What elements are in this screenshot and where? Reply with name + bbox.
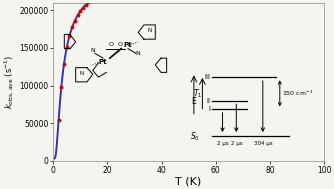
Point [67,34,72,37]
Point [83,3,89,6]
Point [64,46,69,49]
Point [86,1,91,4]
Point [89,0,94,2]
Y-axis label: $k_{\rm obs,\,ave}\ \rm (s^{-1})$: $k_{\rm obs,\,ave}\ \rm (s^{-1})$ [3,55,16,109]
Point [61,62,67,65]
Point [75,14,80,17]
Point [56,118,61,121]
X-axis label: T (K): T (K) [175,176,202,186]
Point [80,6,86,9]
Point [72,19,77,22]
Point [69,26,75,29]
Point [59,85,64,88]
Point [77,10,83,13]
